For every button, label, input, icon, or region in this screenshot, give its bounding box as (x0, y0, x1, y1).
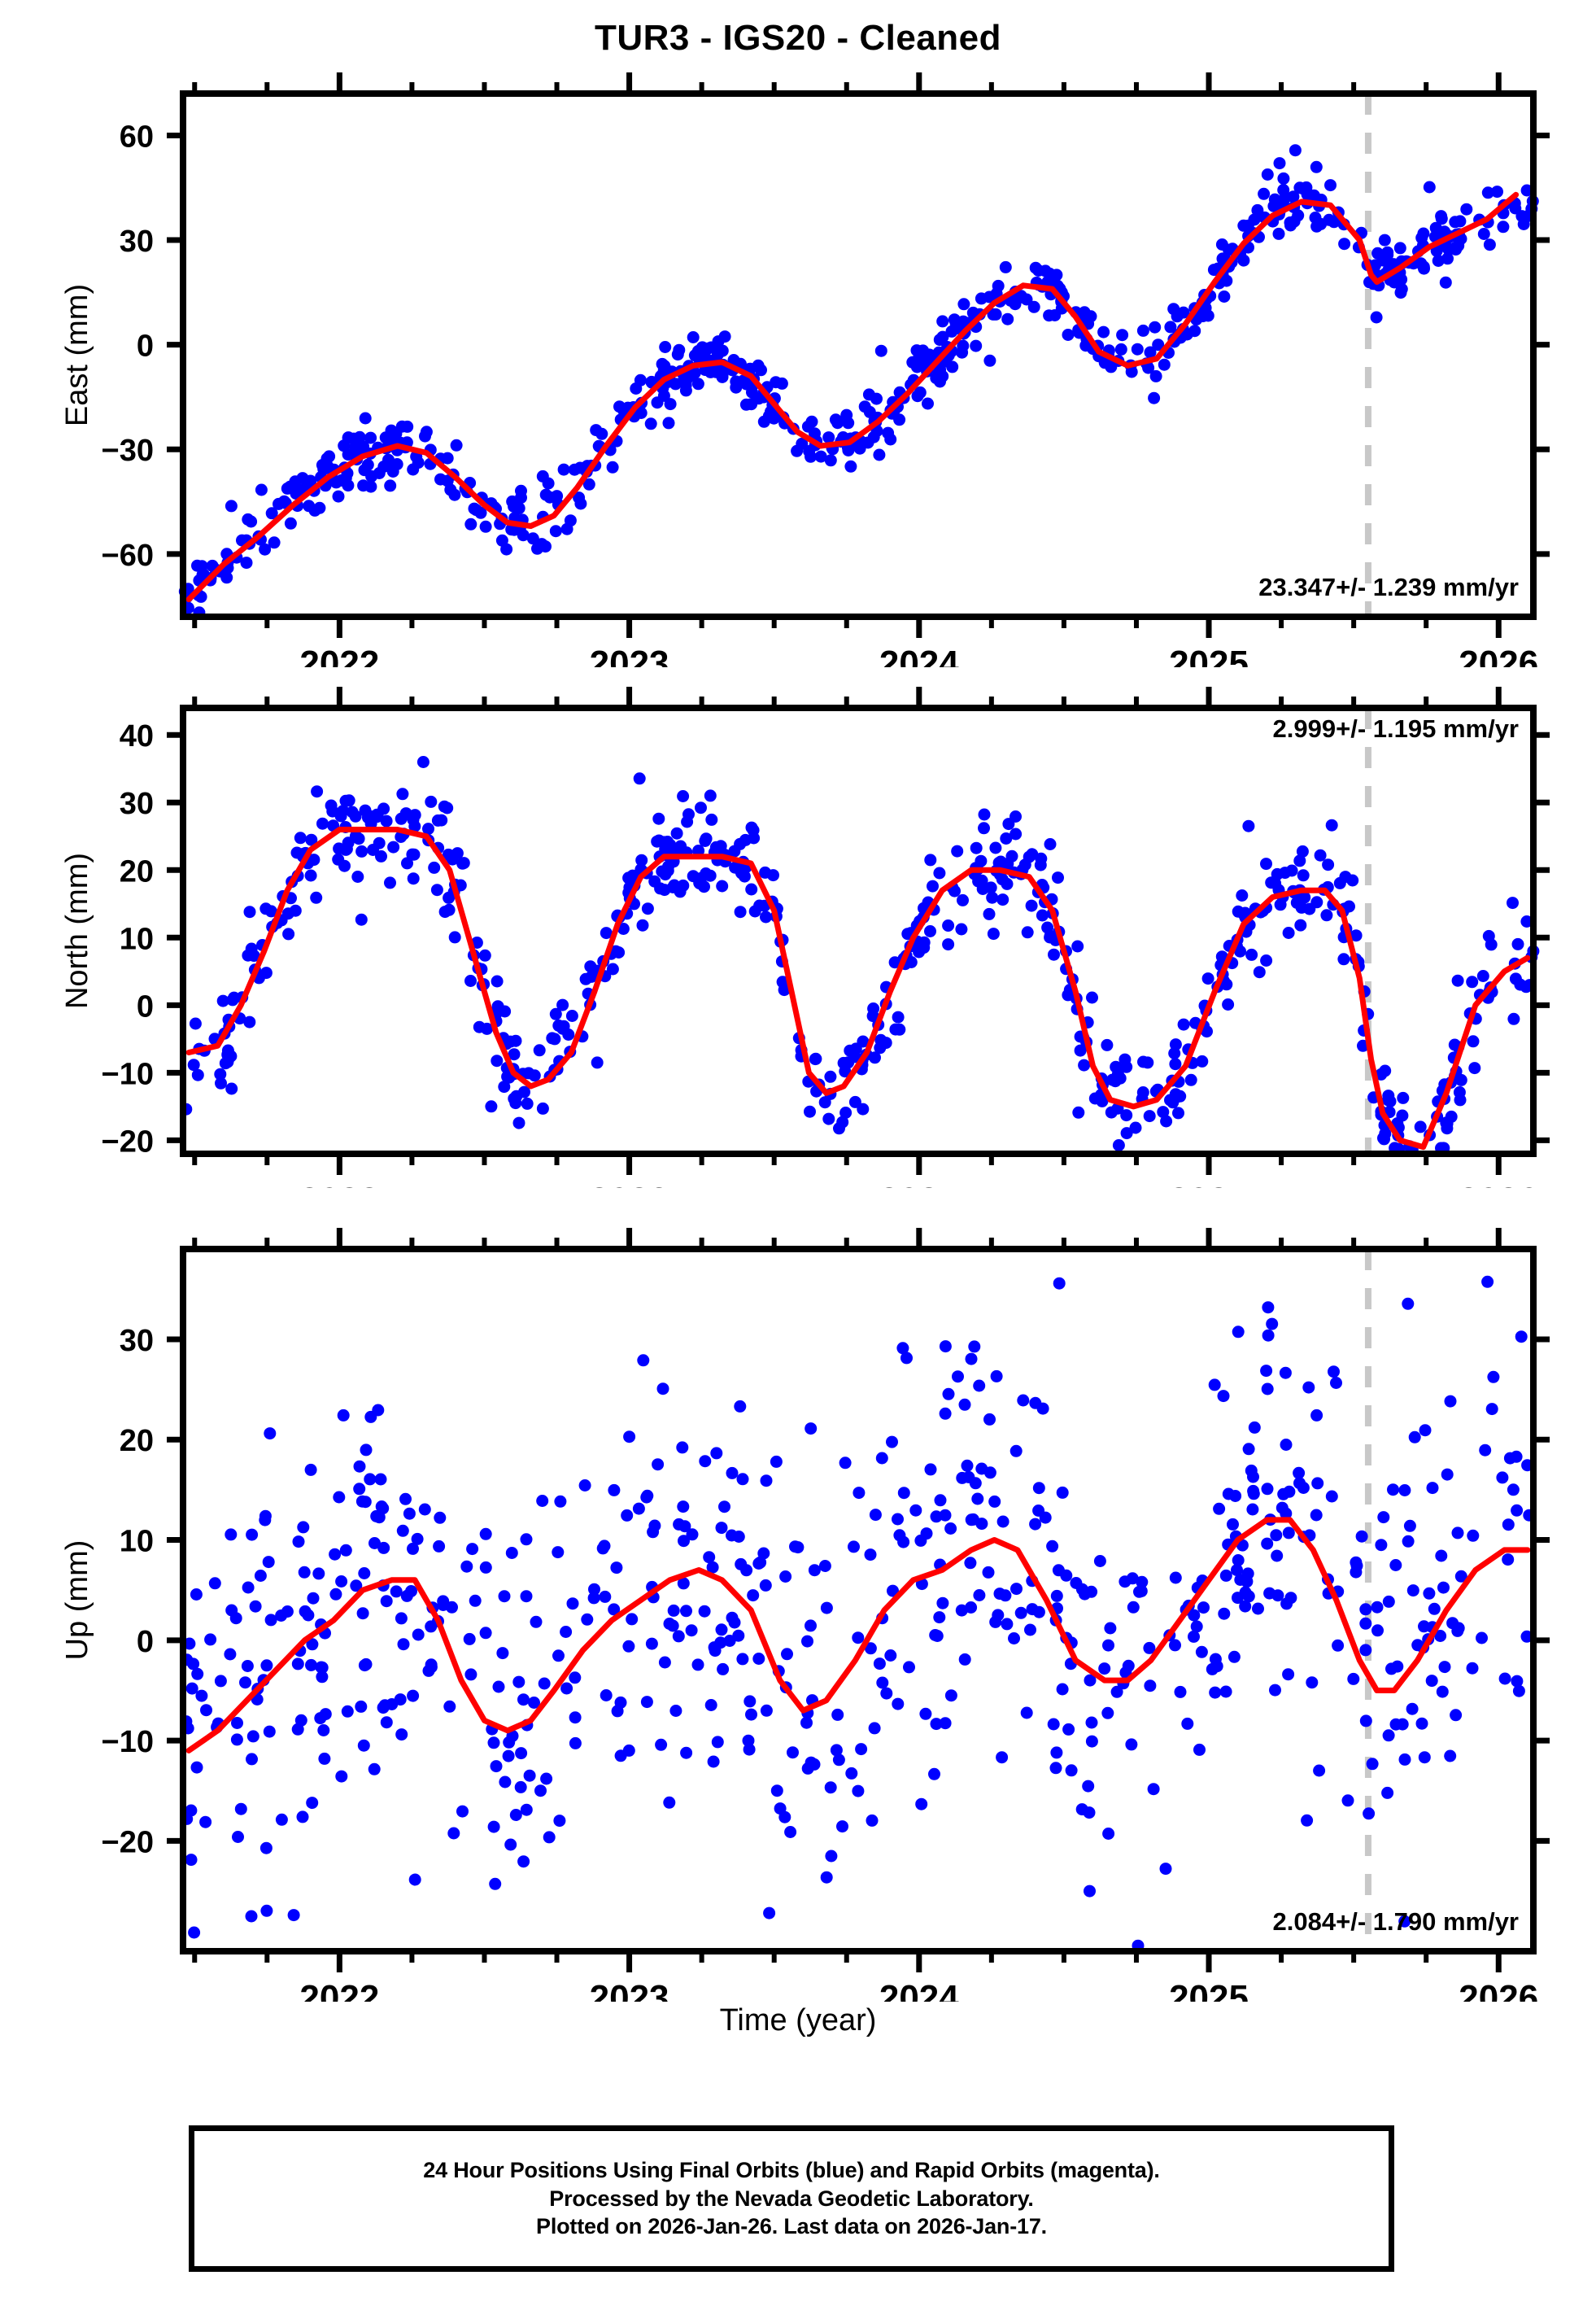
figure-caption-box: 24 Hour Positions Using Final Orbits (bl… (189, 2125, 1394, 2272)
y-tick-label: 40 (120, 719, 154, 753)
y-tick-label: −20 (102, 1825, 154, 1859)
rate-annotation-up: 2.084+/- 1.790 mm/yr (1273, 1907, 1519, 1936)
caption-line-2: Processed by the Nevada Geodetic Laborat… (549, 2186, 1034, 2211)
x-axis-label: Time (year) (719, 2003, 877, 2037)
caption-line-3: Plotted on 2026-Jan-26. Last data on 202… (536, 2214, 1047, 2239)
plot-background (183, 94, 1533, 617)
y-tick-label: −30 (102, 434, 154, 468)
y-tick-label: −10 (102, 1725, 154, 1759)
y-axis-ticks: −60 −30 0 30 60 (102, 120, 1550, 573)
plot-frame (180, 90, 1537, 620)
fit-line (185, 1517, 1531, 1754)
plot-frame (180, 1246, 1537, 1954)
plot-frame (180, 705, 1537, 1157)
x-axis-ticks: 2022 2023 2024 2025 2026 (192, 72, 1538, 667)
page-title: TUR3 - IGS20 - Cleaned (594, 18, 1001, 58)
y-tick-label: −20 (102, 1125, 154, 1159)
x-tick-label: 2026 (1459, 1978, 1538, 2002)
x-tick-label: 2022 (299, 1181, 379, 1188)
y-axis-label: Up (mm) (60, 1540, 94, 1661)
x-tick-label: 2024 (879, 1181, 959, 1188)
fit-line (185, 827, 1531, 1151)
data-points (180, 1275, 1536, 1952)
y-tick-label: −60 (102, 539, 154, 573)
y-tick-label: 30 (120, 1324, 154, 1358)
y-tick-label: 20 (120, 1424, 154, 1458)
x-axis-ticks: 2022 2023 2024 2025 2026 (192, 687, 1538, 1188)
x-axis-ticks: 2022 2023 2024 2025 2026 (192, 1228, 1538, 2002)
x-tick-label: 2024 (879, 644, 959, 667)
rate-annotation-east: 23.347+/- 1.239 mm/yr (1258, 573, 1519, 601)
x-tick-label: 2023 (590, 1181, 669, 1188)
y-tick-label: 0 (137, 989, 154, 1024)
y-tick-label: 60 (120, 120, 154, 154)
x-tick-label: 2024 (879, 1978, 959, 2002)
y-tick-label: −10 (102, 1057, 154, 1091)
y-tick-label: 30 (120, 787, 154, 821)
x-tick-label: 2025 (1169, 1978, 1249, 2002)
x-tick-label: 2025 (1169, 1181, 1249, 1188)
y-tick-label: 10 (120, 922, 154, 956)
y-tick-label: 10 (120, 1525, 154, 1559)
panel-east: −60 −30 0 30 60 2022 2023 2024 2025 2026 East (mm)… (0, 0, 1596, 667)
panel-north: −20 −10 0 10 20 30 40 2022 2023 2024 2025 2026 North… (0, 667, 1596, 1188)
chart-north: −20 −10 0 10 20 30 40 2022 2023 2024 2025 2026 North… (60, 687, 1550, 1188)
x-tick-label: 2023 (590, 644, 669, 667)
y-axis-ticks: −20 −10 0 10 20 30 (102, 1324, 1550, 1859)
y-tick-label: 20 (120, 854, 154, 889)
chart-east: −60 −30 0 30 60 2022 2023 2024 2025 2026 East (mm)… (60, 72, 1550, 667)
x-tick-label: 2022 (299, 1978, 379, 2002)
panel-up: −20 −10 0 10 20 30 2022 2023 2024 2025 2026 Up (mm)… (0, 1188, 1596, 2002)
rate-annotation-north: 2.999+/- 1.195 mm/yr (1273, 714, 1519, 743)
caption-line-1: 24 Hour Positions Using Final Orbits (bl… (423, 2157, 1160, 2182)
y-axis-ticks: −20 −10 0 10 20 30 40 (102, 719, 1550, 1159)
y-tick-label: 0 (137, 330, 154, 364)
x-tick-label: 2026 (1459, 644, 1538, 667)
chart-up: −20 −10 0 10 20 30 2022 2023 2024 2025 2026 Up (mm)… (60, 1228, 1550, 2002)
x-tick-label: 2025 (1169, 644, 1249, 667)
y-tick-label: 0 (137, 1625, 154, 1659)
y-axis-label: East (mm) (60, 284, 94, 426)
fit-line (185, 191, 1520, 603)
x-tick-label: 2022 (299, 644, 379, 667)
x-tick-label: 2026 (1459, 1181, 1538, 1188)
plot-background (183, 708, 1533, 1154)
y-tick-label: 30 (120, 225, 154, 259)
y-axis-label: North (mm) (60, 853, 94, 1009)
x-tick-label: 2023 (590, 1978, 669, 2002)
